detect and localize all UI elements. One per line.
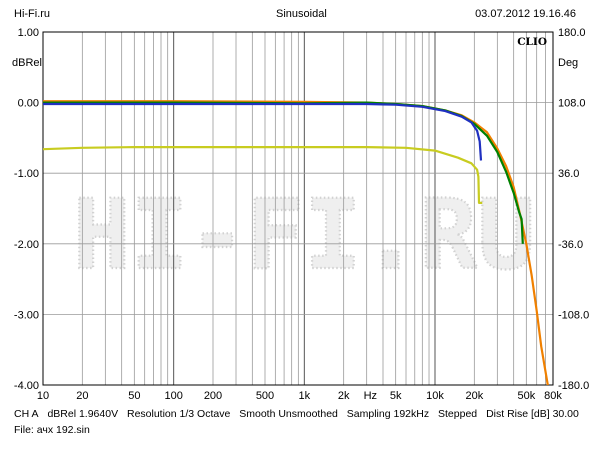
axis-labels: 1.00 0.00 -1.00 -2.00 -3.00 -4.00 180.0 108.0 36… xyxy=(12,27,589,402)
y2-axis-label: Deg xyxy=(558,57,578,69)
series-line-3 xyxy=(43,102,483,161)
stepped-mode: Stepped xyxy=(438,408,478,420)
resolution-setting: Resolution 1/3 Octave xyxy=(127,408,231,420)
timestamp: 03.07.2012 19.16.46 xyxy=(475,8,576,20)
x-tick-label: 20 xyxy=(76,390,88,402)
brand-label: CLIO xyxy=(517,36,547,48)
site-name: Hi-Fi.ru xyxy=(14,8,51,20)
x-tick-label: 10 xyxy=(37,390,49,402)
y2-tick-label: 180.0 xyxy=(558,27,586,39)
measurement-settings: CH A dBRel 1.9640V Resolution 1/3 Octave… xyxy=(14,408,585,420)
smoothing-setting: Smooth Unsmoothed xyxy=(239,408,338,420)
y2-tick-label: 108.0 xyxy=(558,98,586,110)
y-tick-label: -4.00 xyxy=(14,380,39,392)
x-tick-label: 80k xyxy=(544,390,562,402)
x-tick-label: 50 xyxy=(128,390,140,402)
plot-frame xyxy=(42,31,554,386)
y2-tick-label: -180.0 xyxy=(558,380,589,392)
grid xyxy=(43,32,553,385)
x-tick-label: 5k xyxy=(390,390,402,402)
y2-tick-label: 36.0 xyxy=(558,168,579,180)
x-tick-label: 100 xyxy=(164,390,182,402)
y-axis-label: dBRel xyxy=(12,57,42,69)
channel-label: CH A xyxy=(14,408,39,420)
y2-tick-label: -36.0 xyxy=(558,239,583,251)
x-tick-label: 20k xyxy=(465,390,483,402)
sampling-rate: Sampling 192kHz xyxy=(346,408,430,420)
x-tick-label: 500 xyxy=(256,390,274,402)
reference-level: dBRel 1.9640V xyxy=(47,408,119,420)
y-tick-label: 0.00 xyxy=(18,98,39,110)
x-tick-label: 2k xyxy=(338,390,350,402)
dist-rise-setting: Dist Rise [dB] 30.00 xyxy=(486,408,579,420)
x-tick-label: 50k xyxy=(517,390,535,402)
x-tick-label: 200 xyxy=(204,390,222,402)
file-name: File: ачх 192.sin xyxy=(14,424,90,436)
signal-type: Sinusoidal xyxy=(276,8,327,20)
y-tick-label: -3.00 xyxy=(14,309,39,321)
x-unit-label: Hz xyxy=(364,390,377,402)
y-tick-label: 1.00 xyxy=(18,27,39,39)
series-line-4 xyxy=(42,146,483,204)
y-tick-label: -2.00 xyxy=(14,239,39,251)
y2-tick-label: -108.0 xyxy=(558,309,589,321)
x-tick-label: 1k xyxy=(299,390,311,402)
series-layer xyxy=(42,100,549,386)
y-tick-label: -1.00 xyxy=(14,168,39,180)
x-tick-label: 10k xyxy=(426,390,444,402)
